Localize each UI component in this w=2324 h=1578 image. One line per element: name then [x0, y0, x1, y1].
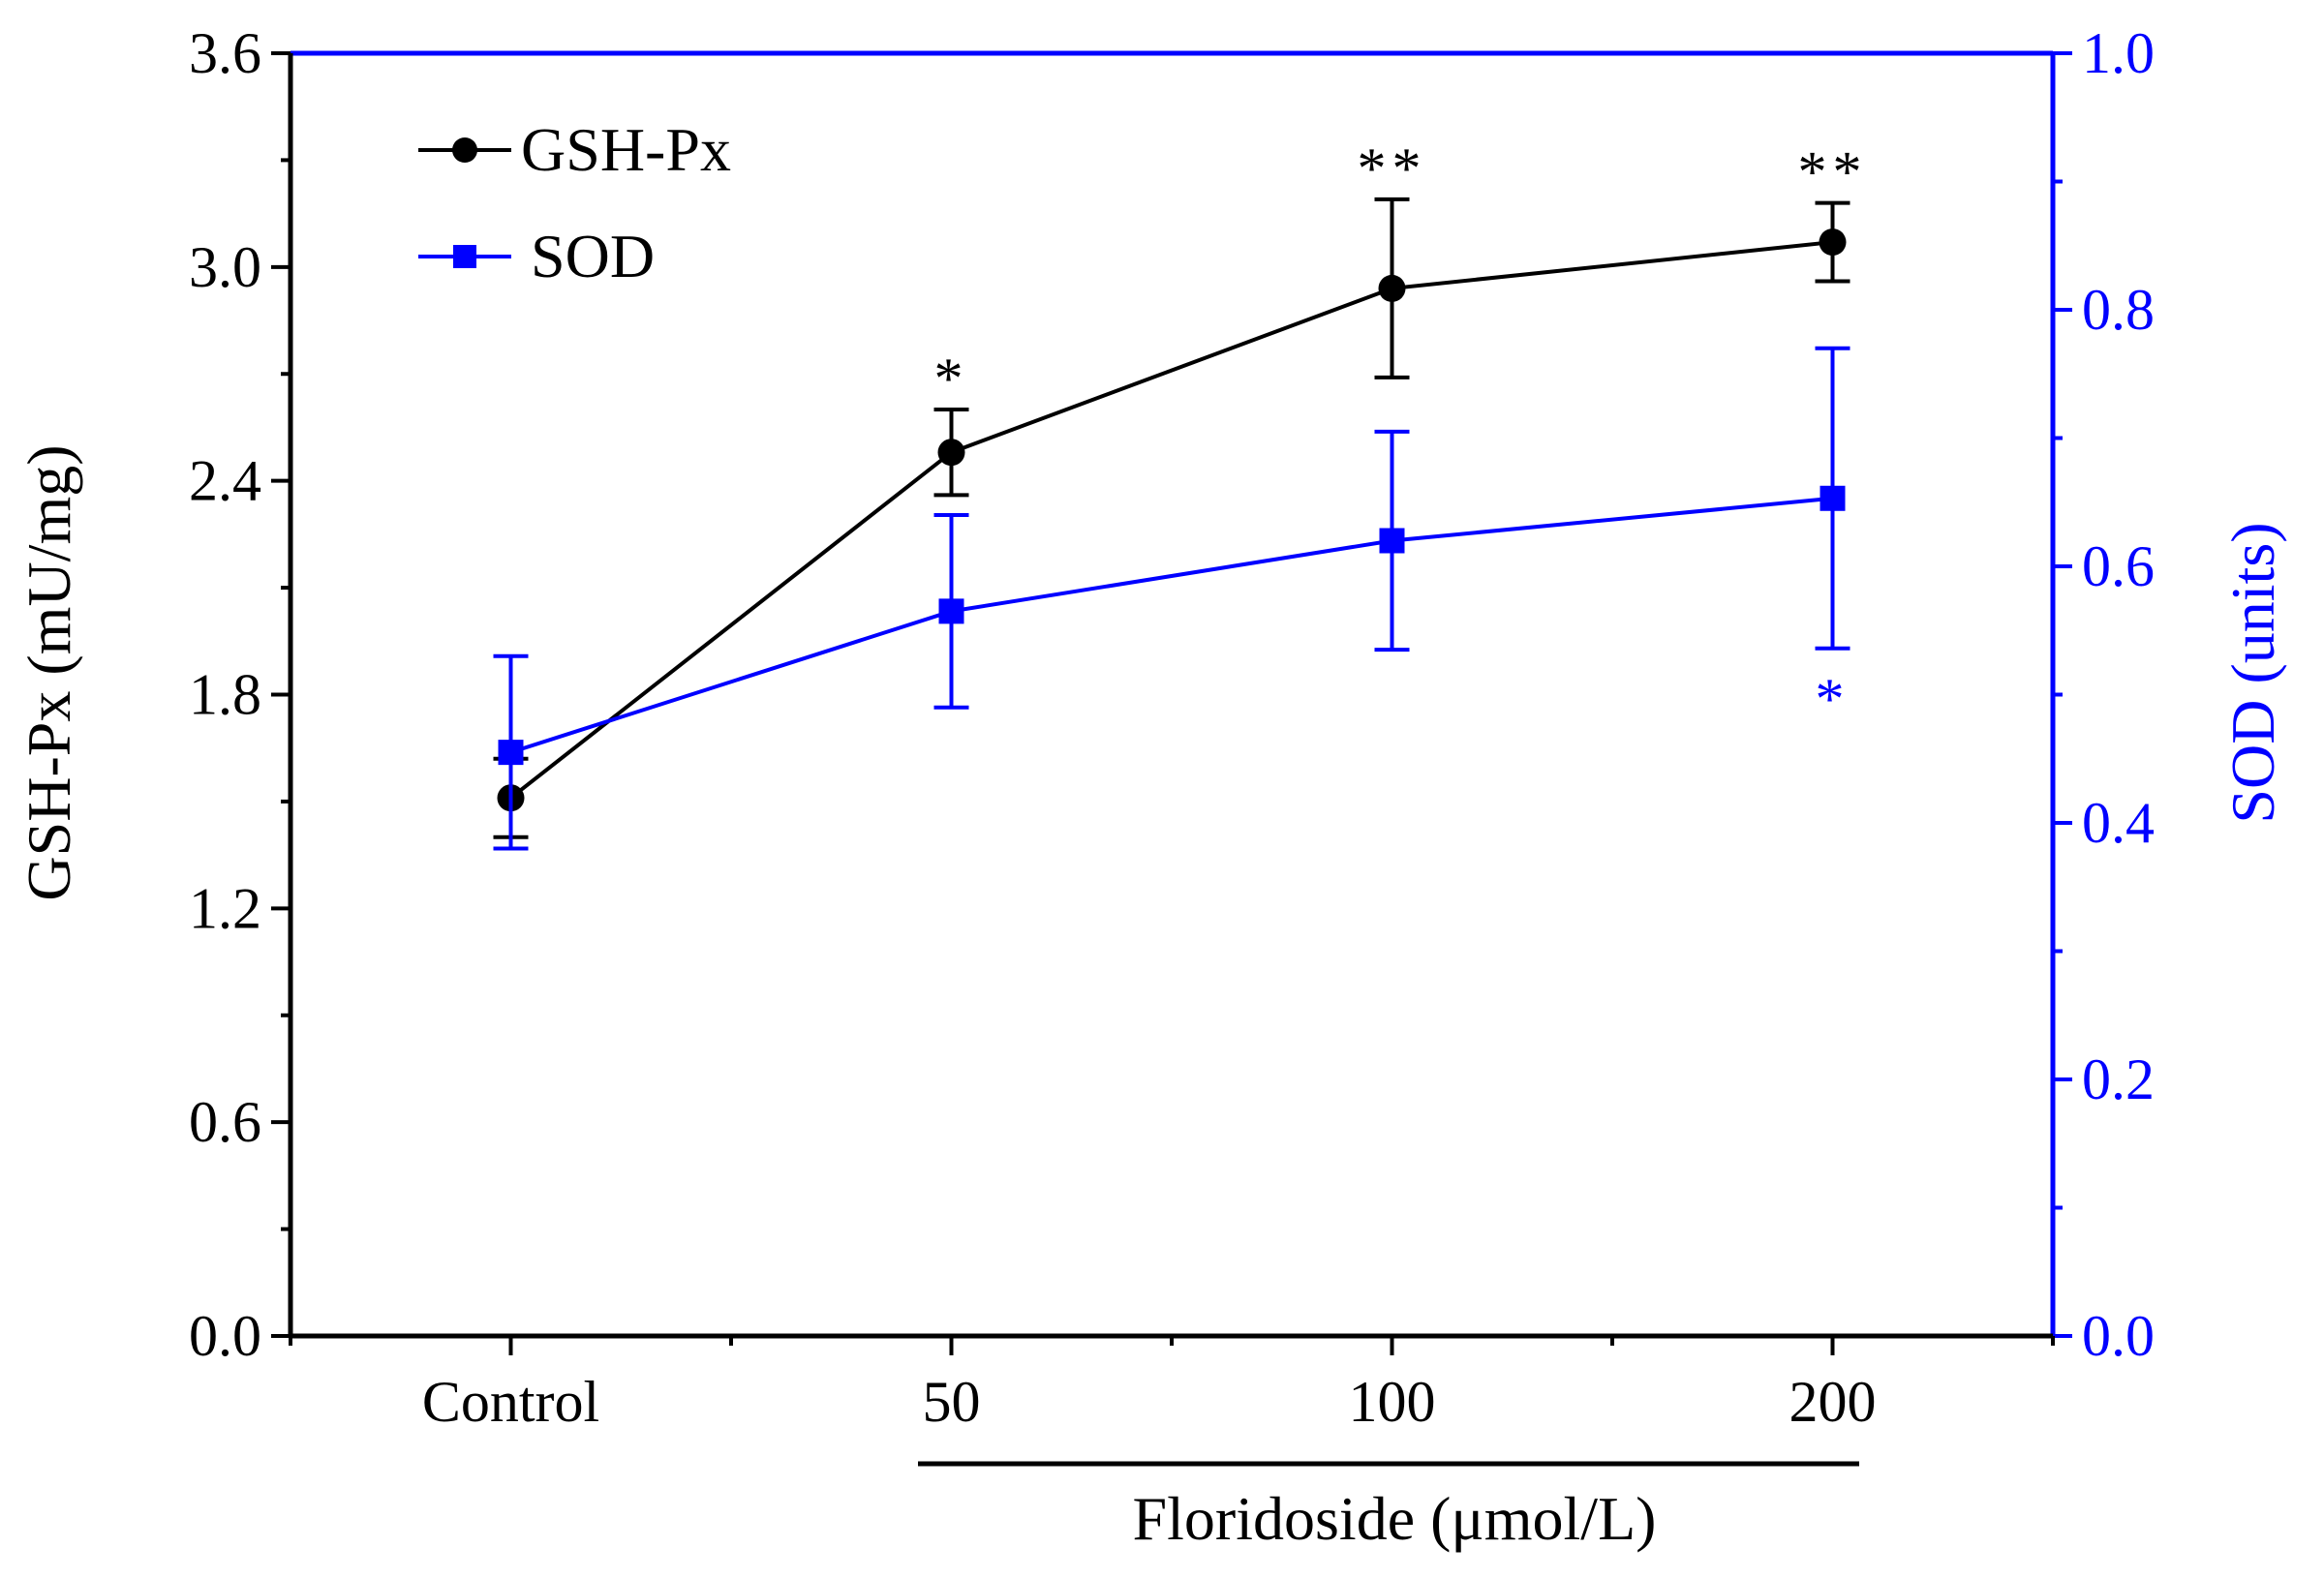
- y-left-tick-label: 0.0: [189, 1304, 261, 1368]
- gsh-px-line: [509, 240, 1833, 800]
- legend: GSH-Px SOD: [418, 115, 731, 290]
- gsh-px-significance: *: [934, 347, 969, 410]
- y-left-tick-label: 1.2: [189, 876, 261, 940]
- y-right-tick-label: 0.8: [2082, 278, 2155, 342]
- y-right-tick-label: 0.2: [2082, 1047, 2155, 1111]
- sod-point: [1379, 528, 1405, 554]
- y-left-tick-label: 3.6: [189, 21, 261, 85]
- sod-significance: *: [1816, 667, 1850, 731]
- x-tick-label: 50: [923, 1370, 981, 1434]
- gsh-px-point: [937, 439, 965, 467]
- y-right-tick-label: 0.6: [2082, 534, 2155, 598]
- y-left-tick-label: 2.4: [189, 449, 261, 513]
- axes-layer: 0.0 0.6 1.2 1.8 2.4 3.0 3.6 0.0 0.2 0.4 0.6 0.8 1.0 C…: [189, 21, 2155, 1434]
- labels-layer: GSH-Px (mU/mg) SOD (units) Floridoside (…: [15, 444, 2287, 1553]
- x-tick-label: 100: [1349, 1370, 1436, 1434]
- sod-point: [1819, 485, 1846, 511]
- y-right-tick-label: 1.0: [2082, 21, 2155, 85]
- y-left-tick-label: 1.8: [189, 663, 261, 727]
- y-axis-left-title: GSH-Px (mU/mg): [15, 444, 83, 900]
- sod-point: [938, 598, 964, 624]
- y-right-tick-label: 0.0: [2082, 1304, 2155, 1368]
- gsh-px-significance: **: [1798, 140, 1868, 204]
- x-tick-label: Control: [422, 1370, 599, 1434]
- gsh-px-point: [1819, 228, 1847, 257]
- gsh-px-point: [1378, 274, 1406, 302]
- legend-gsh-px-label: GSH-Px: [521, 115, 731, 184]
- series-layer: *** ***: [493, 137, 1868, 851]
- y-axis-right-title: SOD (units): [2218, 522, 2287, 823]
- x-tick-label: 200: [1789, 1370, 1877, 1434]
- gsh-px-significance: **: [1358, 137, 1427, 200]
- legend-gsh-px-marker: [452, 137, 477, 163]
- sod-line: [509, 496, 1833, 755]
- x-axis-title: Floridoside (μmol/L): [1133, 1484, 1657, 1553]
- legend-sod-label: SOD: [531, 222, 655, 290]
- y-left-tick-label: 3.0: [189, 235, 261, 299]
- y-left-tick-label: 0.6: [189, 1090, 261, 1154]
- sod-point: [498, 740, 524, 766]
- legend-sod-marker: [453, 245, 476, 268]
- y-right-tick-label: 0.4: [2082, 791, 2155, 855]
